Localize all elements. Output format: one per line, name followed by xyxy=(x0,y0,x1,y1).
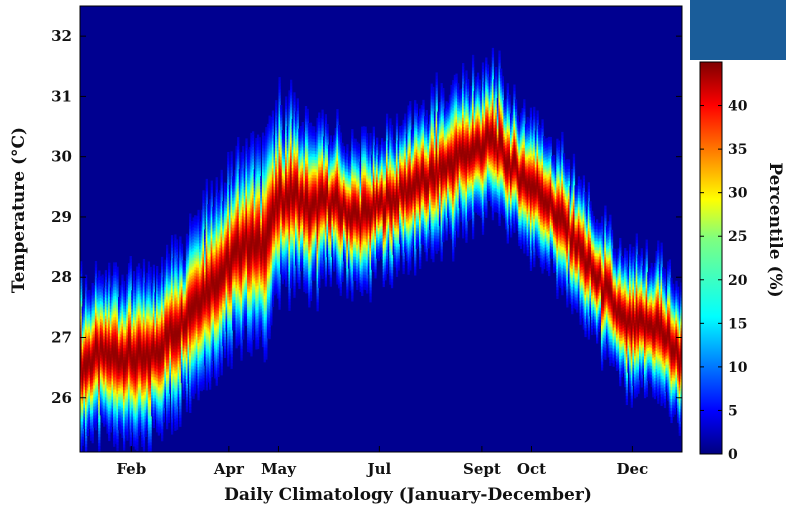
heat-cell xyxy=(115,262,117,266)
heat-cell xyxy=(133,271,135,275)
heat-cell xyxy=(140,269,142,273)
heat-cell xyxy=(153,265,155,269)
heat-cell xyxy=(197,210,199,214)
heat-cell xyxy=(174,234,176,238)
heat-cell xyxy=(138,263,140,267)
heat-cell xyxy=(189,213,191,217)
heat-cell xyxy=(116,267,118,271)
heat-cell xyxy=(176,239,178,243)
heat-cell xyxy=(216,177,218,181)
heat-cell xyxy=(179,236,181,240)
heat-cell xyxy=(123,281,125,285)
heat-cell xyxy=(171,235,173,239)
heat-cell xyxy=(181,244,183,248)
heat-cell xyxy=(85,456,87,460)
heat-cell xyxy=(148,261,150,265)
heat-cell xyxy=(85,453,87,457)
heat-cell xyxy=(130,256,132,260)
heat-cell xyxy=(202,190,204,194)
heat-cell xyxy=(143,259,145,263)
heat-cell xyxy=(166,245,168,249)
heat-cell xyxy=(121,275,123,279)
heat-cell xyxy=(211,181,213,185)
heat-cell xyxy=(206,179,208,183)
heat-cell xyxy=(168,254,170,258)
heat-cell xyxy=(88,290,90,294)
heat-cell xyxy=(156,266,158,270)
heat-cell xyxy=(98,271,100,275)
heat-cell xyxy=(108,263,110,267)
heat-cell xyxy=(221,170,223,174)
heat-cell xyxy=(149,454,151,458)
heat-cell xyxy=(95,261,97,265)
heat-cell xyxy=(149,267,151,271)
heat-cell xyxy=(85,275,87,279)
heat-cell xyxy=(227,152,229,156)
heat-cell xyxy=(80,454,82,458)
heat-cell xyxy=(102,275,104,279)
heat-cell xyxy=(161,257,163,261)
heat-cell xyxy=(105,270,107,274)
